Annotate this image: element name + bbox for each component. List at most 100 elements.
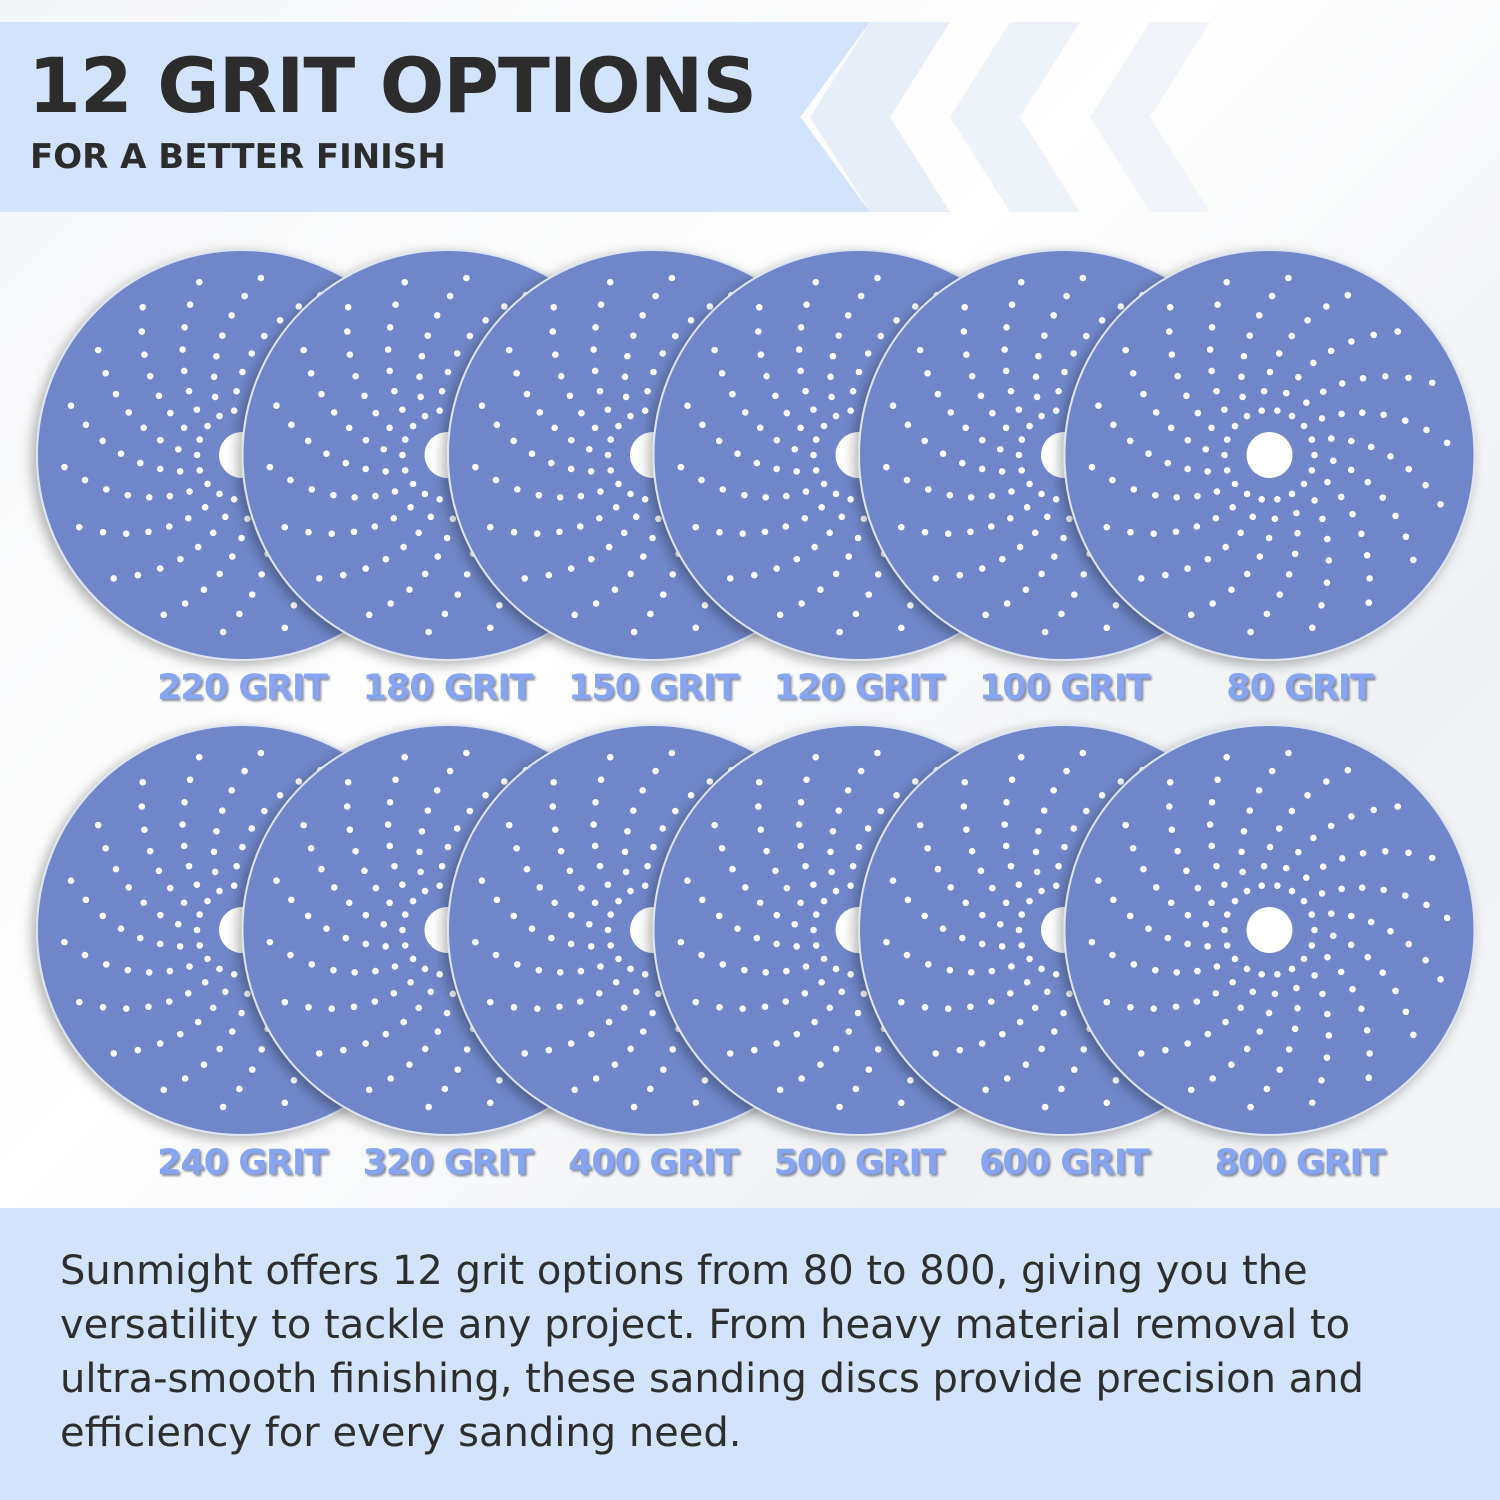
dust-hole — [692, 624, 700, 632]
dust-hole — [380, 445, 388, 453]
dust-hole — [122, 530, 130, 538]
dust-hole — [669, 1046, 677, 1053]
dust-hole — [1231, 480, 1239, 488]
dust-hole — [407, 504, 414, 511]
dust-hole — [204, 422, 211, 430]
dust-hole — [434, 553, 442, 560]
dust-hole — [193, 881, 201, 888]
dust-hole — [181, 324, 188, 331]
dust-hole — [847, 882, 854, 889]
dust-hole — [1193, 998, 1201, 1005]
dust-hole — [138, 328, 146, 335]
dust-hole — [659, 825, 667, 832]
dust-hole — [424, 807, 432, 814]
dust-hole — [1422, 956, 1429, 964]
dust-hole — [797, 424, 804, 432]
dust-hole — [592, 799, 599, 806]
dust-hole — [649, 534, 656, 542]
dust-hole — [137, 459, 144, 467]
dust-hole — [1208, 424, 1215, 432]
dust-hole — [699, 896, 706, 904]
dust-hole — [141, 826, 148, 833]
dust-hole — [921, 528, 929, 536]
dust-hole — [362, 465, 369, 473]
dust-hole — [1428, 854, 1436, 862]
grit-label: 320 GRIT — [362, 1143, 534, 1183]
dust-hole — [371, 523, 379, 530]
dust-hole — [874, 274, 881, 282]
dust-hole — [912, 303, 919, 310]
dust-hole — [1164, 934, 1172, 942]
dust-hole — [854, 534, 862, 542]
dust-hole — [855, 843, 863, 851]
dust-hole — [1204, 555, 1212, 563]
dust-hole — [820, 480, 828, 488]
dust-hole — [596, 989, 603, 997]
dust-hole — [510, 912, 518, 920]
dust-hole — [1212, 514, 1220, 522]
dust-hole — [230, 971, 238, 978]
dust-hole — [836, 628, 843, 636]
dust-hole — [715, 437, 723, 445]
dust-hole — [156, 1040, 164, 1047]
dust-hole — [1098, 791, 1106, 799]
dust-hole — [1194, 492, 1201, 500]
dust-hole — [362, 436, 370, 444]
dust-hole — [1127, 528, 1134, 536]
dust-hole — [1327, 347, 1335, 355]
dust-hole — [194, 1018, 202, 1026]
dust-hole — [1015, 406, 1023, 413]
dust-hole — [739, 530, 747, 538]
dust-hole — [844, 787, 852, 794]
dust-hole — [1401, 892, 1409, 899]
dust-hole — [1443, 439, 1451, 447]
grit-label: 800 GRIT — [1214, 1143, 1386, 1183]
dust-hole — [1208, 899, 1215, 907]
dust-hole — [463, 1046, 471, 1053]
dust-hole — [567, 565, 575, 572]
dust-hole — [288, 896, 295, 904]
dust-hole — [1365, 1074, 1373, 1082]
dust-hole — [1344, 291, 1352, 299]
dust-hole — [145, 969, 153, 976]
dust-hole — [1247, 628, 1254, 636]
dust-hole — [99, 437, 107, 445]
dust-hole — [501, 303, 508, 310]
dust-hole — [932, 575, 940, 582]
dust-hole — [362, 940, 369, 948]
dust-hole — [1058, 1085, 1065, 1093]
dust-hole — [1338, 885, 1345, 893]
dust-hole — [844, 312, 852, 319]
dust-hole — [1080, 571, 1088, 578]
dust-hole — [577, 492, 585, 500]
dust-hole — [196, 911, 204, 918]
dust-hole — [847, 971, 854, 978]
dust-hole — [166, 967, 174, 975]
dust-hole — [273, 402, 280, 409]
dust-hole — [587, 468, 595, 475]
dust-hole — [606, 278, 614, 286]
dust-hole — [820, 897, 828, 905]
dust-hole — [1208, 842, 1215, 850]
dust-hole — [228, 553, 236, 560]
page-title: 12 GRIT OPTIONS — [28, 41, 757, 130]
dust-hole — [641, 407, 649, 414]
dust-hole — [797, 842, 804, 850]
dust-hole — [1109, 951, 1116, 959]
dust-hole — [832, 887, 840, 895]
dust-hole — [757, 351, 765, 358]
dust-hole — [1265, 534, 1273, 542]
dust-hole — [391, 862, 398, 870]
dust-hole — [496, 1076, 503, 1084]
dust-hole — [244, 515, 251, 523]
dust-hole — [716, 1003, 723, 1011]
dust-hole — [687, 316, 695, 324]
dust-hole — [1204, 943, 1211, 950]
dust-hole — [1018, 942, 1026, 949]
dust-hole — [1061, 843, 1068, 851]
dust-hole — [897, 523, 905, 531]
dust-hole — [295, 778, 303, 785]
dust-hole — [463, 274, 470, 282]
dust-hole — [756, 899, 764, 907]
dust-hole — [1348, 437, 1355, 445]
